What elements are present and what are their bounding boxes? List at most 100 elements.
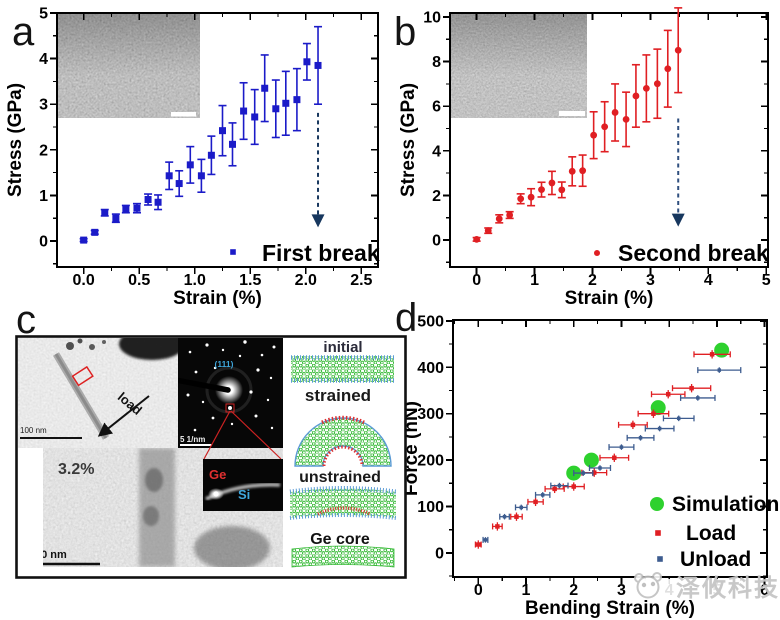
- legend-marker: [650, 497, 664, 511]
- x-tick-label: 1: [522, 582, 531, 599]
- data-point: [133, 204, 141, 212]
- data-point: [651, 411, 656, 416]
- panel-letter-b: b: [394, 10, 417, 54]
- x-tick-label: 2.0: [295, 272, 317, 289]
- legend-label: Load: [686, 522, 736, 545]
- chart-panel-d: 01234560100200300400500Bending Strain (%…: [401, 313, 779, 619]
- schematic-label-unstrained: unstrained: [299, 469, 381, 486]
- red-roi-box: [71, 365, 94, 387]
- data-point: [112, 214, 120, 222]
- x-tick-label: 2: [569, 582, 578, 599]
- y-tick-label: 0: [435, 545, 444, 562]
- data-point: [611, 109, 619, 116]
- diffraction-plane-label: (111): [215, 359, 234, 369]
- data-point: [240, 107, 248, 115]
- si-label: Si: [238, 487, 250, 502]
- data-point: [653, 80, 661, 88]
- nanowire-band: [139, 448, 175, 567]
- legend-label: Simulation: [672, 493, 779, 516]
- data-point: [175, 180, 183, 188]
- data-point: [696, 396, 700, 400]
- schematic-ge-core-band: [291, 545, 395, 568]
- schematic-column: initial strained unstrained: [289, 339, 397, 568]
- panel-letter-d: d: [395, 296, 418, 340]
- tem-inset-image: [58, 14, 200, 118]
- legend-entry-first-break: First break: [230, 240, 380, 266]
- dark-particle-blob: [119, 338, 178, 360]
- watermark-text: 泽攸科技: [676, 574, 780, 602]
- x-tick-label: 1.0: [184, 272, 206, 289]
- data-point: [650, 400, 666, 416]
- data-point: [676, 416, 681, 421]
- connector-line-left: [203, 410, 231, 460]
- data-point: [293, 96, 301, 104]
- data-point: [638, 436, 643, 440]
- data-point: [154, 198, 162, 206]
- y-tick-label: 10: [423, 10, 441, 27]
- data-point: [581, 471, 586, 475]
- x-tick-label: 2: [588, 272, 597, 289]
- data-point: [517, 195, 525, 203]
- data-point: [483, 538, 488, 542]
- data-point: [619, 445, 624, 449]
- strain-percent-label: 3.2%: [58, 461, 94, 478]
- data-point: [538, 186, 545, 194]
- data-point: [664, 65, 672, 73]
- data-point: [484, 227, 492, 235]
- y-axis-label: Stress (GPa): [5, 83, 26, 197]
- x-tick-label: 2.5: [350, 272, 372, 289]
- beam-stop: [178, 377, 231, 393]
- data-point: [540, 493, 545, 497]
- data-point: [665, 391, 671, 397]
- y-tick-label: 0: [39, 234, 48, 251]
- data-point: [272, 105, 280, 113]
- legend-entry-unload: Unload: [657, 548, 751, 571]
- axis-frame: [451, 318, 769, 579]
- data-point: [207, 151, 215, 159]
- axis-frame: [55, 11, 380, 269]
- x-tick-label: 1: [530, 272, 539, 289]
- y-tick-label: 2: [39, 142, 48, 159]
- x-axis-label: Strain (%): [565, 288, 654, 309]
- series-load: [474, 350, 731, 549]
- data-point: [101, 209, 109, 217]
- data-point: [186, 161, 194, 169]
- data-point: [80, 236, 88, 244]
- dark-field-inset: Ge Si: [203, 459, 283, 511]
- connector-line-right: [230, 410, 282, 460]
- data-point: [197, 172, 205, 180]
- schematic-initial-band: [291, 355, 394, 383]
- legend-marker: [655, 530, 661, 536]
- data-point: [583, 452, 599, 468]
- series-second-break: [472, 7, 683, 243]
- legend-label: Unload: [680, 548, 751, 571]
- x-tick-label: 3: [646, 272, 655, 289]
- data-point: [473, 235, 481, 243]
- chart-panel-b: 0 1 2 3 4 5 0 2 4 6 8 10 Strain (%) Stress (GPa) Secon…: [398, 7, 771, 309]
- diffraction-spots: [186, 340, 276, 432]
- data-point: [228, 140, 236, 148]
- x-tick-label: 0.0: [73, 272, 95, 289]
- data-point: [519, 505, 523, 510]
- x-tick-label: 4: [704, 272, 713, 289]
- y-tick-label: 400: [417, 360, 444, 377]
- data-point: [571, 484, 576, 489]
- legend-label: First break: [262, 240, 380, 266]
- x-tick-label: 1.5: [239, 272, 261, 289]
- y-tick-label: 5: [39, 6, 48, 23]
- y-tick-label: 3: [39, 97, 48, 114]
- data-point: [557, 483, 562, 488]
- data-point: [502, 514, 507, 519]
- data-point: [218, 127, 226, 135]
- data-point: [674, 46, 682, 54]
- data-point: [630, 422, 636, 428]
- schematic-label-ge-core: Ge core: [310, 531, 370, 548]
- schematic-strained-arch: [294, 415, 392, 467]
- panel-letter-a: a: [12, 10, 35, 54]
- panel-letter-c: c: [16, 298, 36, 342]
- data-point: [689, 385, 694, 391]
- break-arrow: [671, 118, 685, 227]
- axis-frame: [448, 11, 770, 269]
- axis-ticks: [50, 12, 378, 274]
